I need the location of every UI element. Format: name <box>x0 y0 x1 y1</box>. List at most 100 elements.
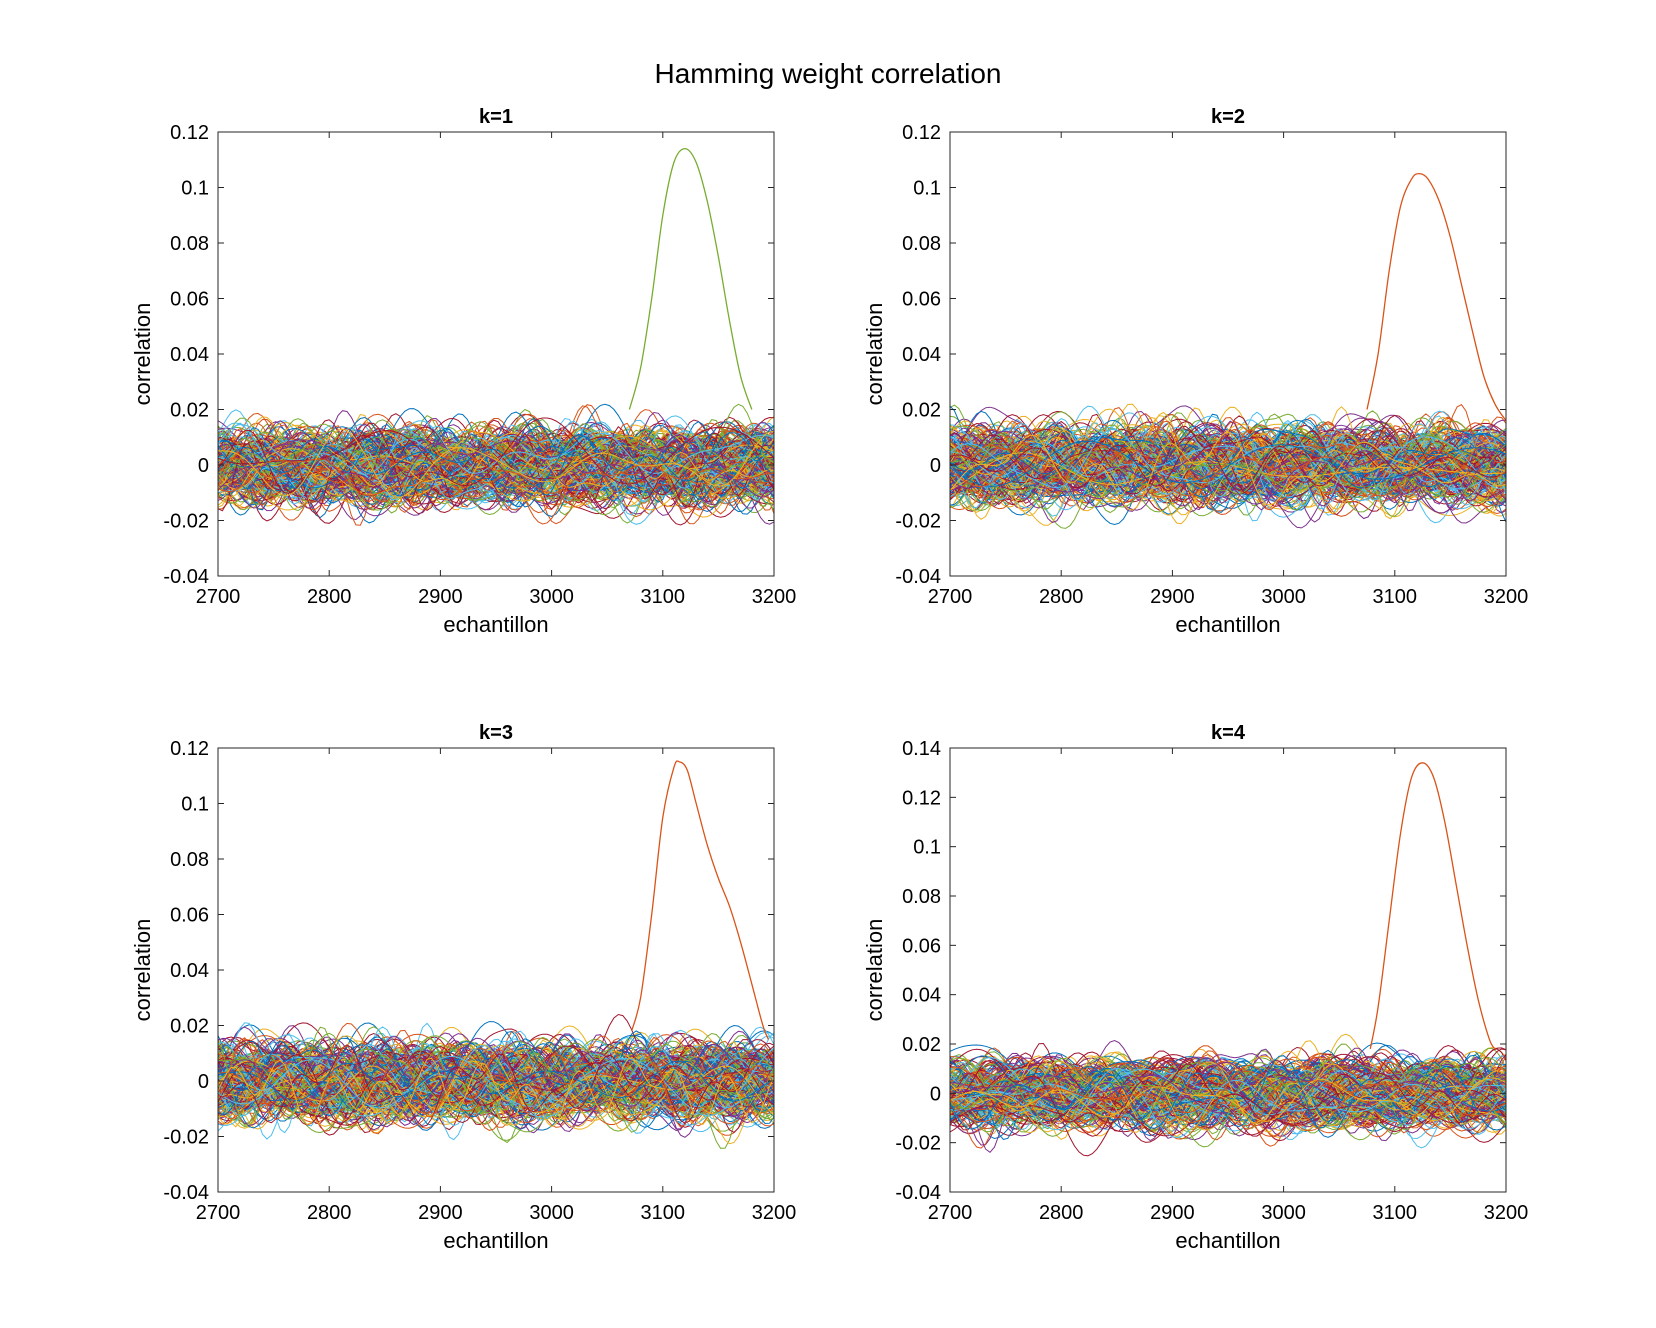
x-axis-label: echantillon <box>1175 1228 1280 1253</box>
noise-trace <box>950 1056 1506 1118</box>
noise-trace <box>218 1062 774 1126</box>
y-tick: 0.1 <box>913 178 1506 200</box>
y-tick: 0.08 <box>170 233 774 255</box>
x-tick-label: 3100 <box>641 586 686 608</box>
y-tick-label: 0.1 <box>181 794 209 816</box>
noise-trace <box>950 440 1506 487</box>
y-tick-label: 0.08 <box>170 849 209 871</box>
y-tick-label: 0.04 <box>170 344 209 366</box>
noise-trace <box>950 1049 1506 1124</box>
x-tick: 3200 <box>752 748 796 1224</box>
x-tick-label: 2800 <box>307 586 352 608</box>
subplot-title: k=2 <box>1211 106 1245 128</box>
y-tick: 0 <box>198 1071 774 1093</box>
y-tick-label: -0.02 <box>163 511 209 533</box>
noise-trace <box>218 422 774 496</box>
noise-trace <box>218 433 774 515</box>
y-tick: 0.06 <box>170 289 774 311</box>
y-tick: 0.06 <box>170 905 774 927</box>
y-tick: 0.1 <box>181 178 774 200</box>
y-tick-label: -0.04 <box>895 566 941 588</box>
y-tick: 0.08 <box>902 886 1506 908</box>
y-tick-label: 0.12 <box>170 738 209 760</box>
x-tick: 3000 <box>529 748 574 1224</box>
y-tick-label: 0.08 <box>902 886 941 908</box>
x-tick-label: 3100 <box>1373 586 1418 608</box>
noise-trace <box>950 421 1506 498</box>
subplot-title: k=1 <box>479 106 513 128</box>
noise-trace <box>950 428 1506 492</box>
x-tick-label: 3000 <box>529 1202 574 1224</box>
noise-trace <box>950 442 1506 512</box>
noise-trace <box>218 424 774 490</box>
y-tick: 0.04 <box>902 344 1506 366</box>
noise-trace <box>950 442 1506 498</box>
noise-trace <box>218 1062 774 1127</box>
noise-trace <box>218 425 774 500</box>
trace-group <box>218 760 774 1149</box>
noise-trace <box>950 1064 1506 1127</box>
y-tick-label: -0.02 <box>895 511 941 533</box>
noise-trace <box>950 441 1506 511</box>
y-tick-label: 0.04 <box>170 960 209 982</box>
noise-trace <box>218 1037 774 1128</box>
subplot-k2: 2700 2800 2900 3000 3100 3200 -0.04 -0.02 0 0.02 0… <box>862 106 1528 637</box>
noise-trace <box>218 428 774 498</box>
y-tick-label: 0.1 <box>913 178 941 200</box>
noise-trace <box>218 1060 774 1102</box>
x-tick: 2700 <box>928 748 972 1224</box>
x-tick-label: 2800 <box>307 1202 352 1224</box>
subplot-k1: 2700 2800 2900 3000 3100 3200 -0.04 -0.02 0 0.02 0… <box>130 106 796 637</box>
noise-trace <box>950 1059 1506 1124</box>
y-tick: 0.12 <box>902 787 1506 809</box>
noise-trace <box>218 1057 774 1116</box>
y-tick: -0.04 <box>163 566 774 588</box>
noise-trace <box>950 434 1506 491</box>
y-tick-label: 0 <box>930 1083 941 1105</box>
noise-trace <box>950 432 1506 511</box>
y-tick-label: 0.06 <box>902 289 941 311</box>
x-tick: 2800 <box>1039 132 1084 608</box>
y-tick: 0.02 <box>902 1034 1506 1056</box>
y-tick-label: 0.1 <box>181 178 209 200</box>
noise-trace <box>950 1072 1506 1137</box>
noise-trace <box>950 449 1506 507</box>
y-tick: 0.04 <box>170 344 774 366</box>
x-tick-label: 3000 <box>1261 586 1306 608</box>
y-tick-label: 0.12 <box>170 122 209 144</box>
y-tick: -0.02 <box>895 511 1506 533</box>
noise-trace <box>218 1044 774 1117</box>
y-tick: 0.1 <box>913 837 1506 859</box>
x-tick-label: 2900 <box>418 586 463 608</box>
noise-trace <box>950 424 1506 495</box>
peak-trace <box>628 147 753 410</box>
y-axis-label: correlation <box>130 919 155 1022</box>
y-tick-label: 0.06 <box>170 289 209 311</box>
noise-trace <box>218 437 774 496</box>
x-axis-label: echantillon <box>443 1228 548 1253</box>
y-tick: 0.12 <box>902 122 1506 144</box>
x-tick-label: 2800 <box>1039 586 1084 608</box>
x-tick: 2800 <box>307 132 352 608</box>
y-tick: 0.04 <box>170 960 774 982</box>
noise-trace <box>950 1066 1506 1148</box>
x-tick: 3200 <box>752 132 796 608</box>
noise-trace <box>218 450 774 516</box>
y-tick-label: 0.1 <box>913 837 941 859</box>
x-tick: 2700 <box>196 132 240 608</box>
y-tick: 0 <box>930 455 1506 477</box>
y-tick-label: 0.02 <box>170 400 209 422</box>
x-tick-label: 3100 <box>641 1202 686 1224</box>
x-tick: 2900 <box>1150 132 1195 608</box>
x-tick-label: 2700 <box>928 586 973 608</box>
y-tick-label: 0.08 <box>170 233 209 255</box>
y-tick: 0.08 <box>170 849 774 871</box>
y-axis-label: correlation <box>130 303 155 406</box>
y-tick: 0.02 <box>170 1016 774 1038</box>
subplot-k4: 2700 2800 2900 3000 3100 3200 -0.04 -0.02 0 0.02 0… <box>862 722 1528 1253</box>
noise-trace <box>950 431 1506 492</box>
x-tick-label: 3200 <box>1484 1202 1529 1224</box>
noise-trace <box>218 1044 774 1127</box>
noise-trace <box>218 451 774 496</box>
